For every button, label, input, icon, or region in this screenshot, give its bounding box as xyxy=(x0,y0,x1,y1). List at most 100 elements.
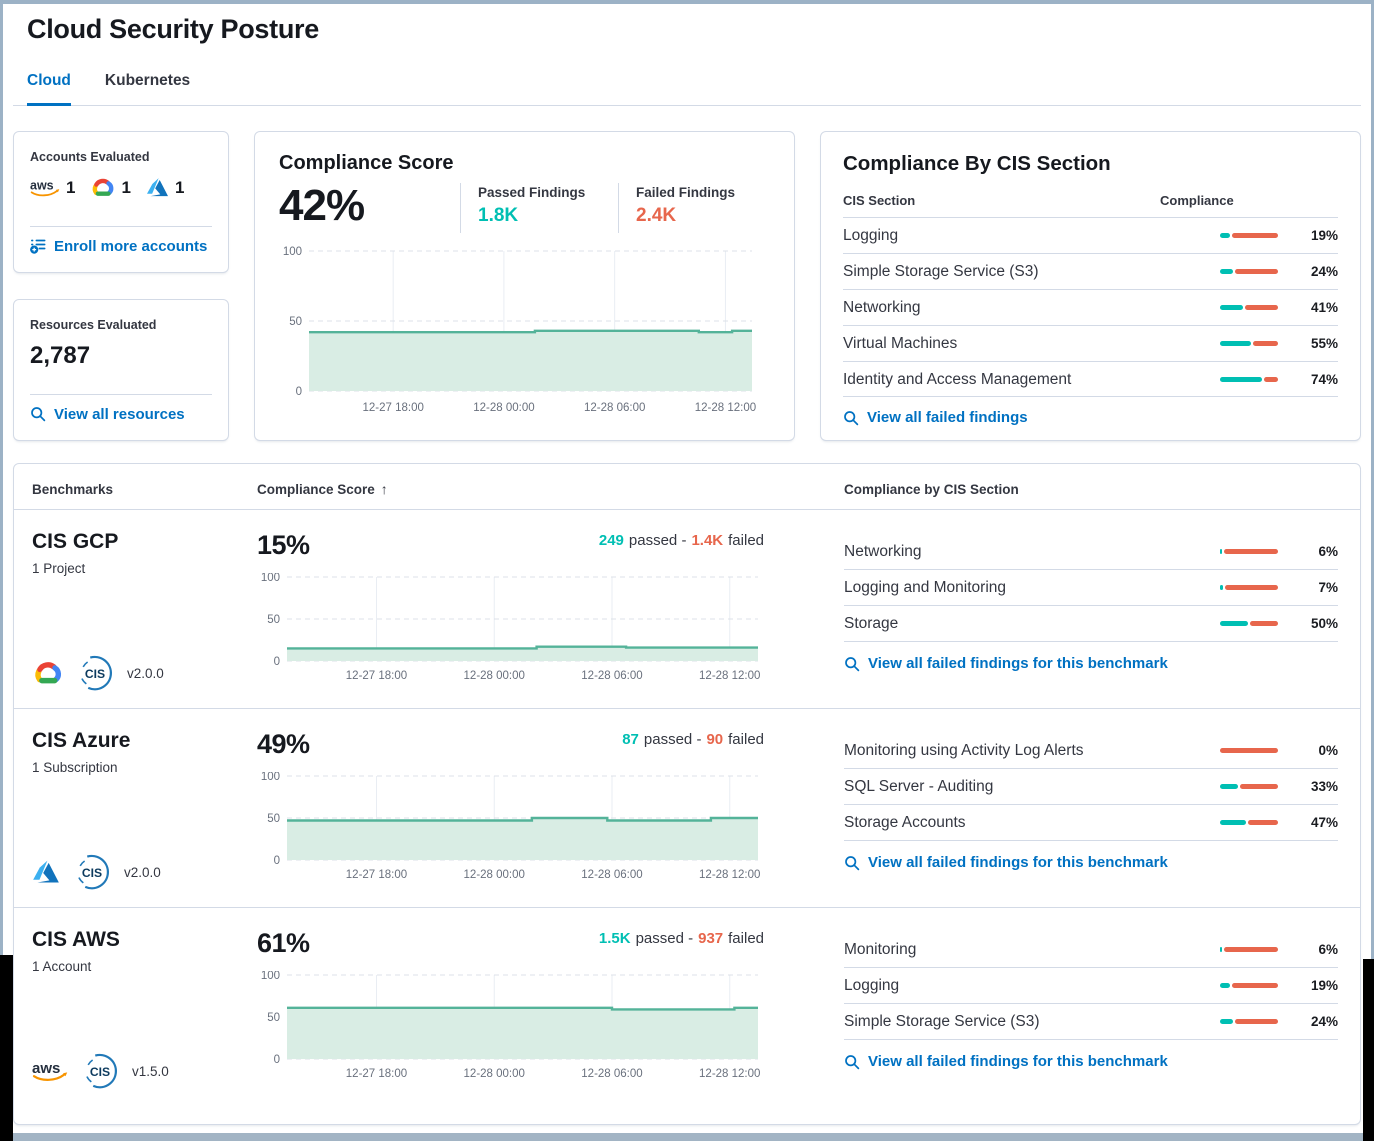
resources-evaluated-value: 2,787 xyxy=(30,342,91,369)
benchmark-subtitle: 1 Subscription xyxy=(32,760,118,775)
benchmark-trend-chart: 0 50 100 12-27 18:00 12-28 00:00 12-28 06:00 1… xyxy=(257,970,764,1088)
benchmark-section-row: Storage 50% xyxy=(844,606,1338,642)
section-name: Monitoring xyxy=(844,940,917,958)
compliance-pct: 24% xyxy=(1310,264,1338,279)
tab-kubernetes[interactable]: Kubernetes xyxy=(104,72,191,89)
svg-text:12-28 12:00: 12-28 12:00 xyxy=(699,1068,760,1080)
aws-account-count: 1 xyxy=(30,177,76,198)
svg-text:12-27 18:00: 12-27 18:00 xyxy=(346,670,407,682)
passed-findings-value: 1.8K xyxy=(478,205,519,226)
svg-text:50: 50 xyxy=(267,813,280,825)
cis-row-iam: Identity and Access Management 74% xyxy=(843,361,1338,397)
cis-logo-icon xyxy=(80,655,113,691)
passed-count: 87 xyxy=(622,731,639,748)
summary-row: Accounts Evaluated 1 1 1 xyxy=(13,131,1361,441)
svg-text:12-27 18:00: 12-27 18:00 xyxy=(346,1068,407,1080)
cis-section-column-header: CIS Section xyxy=(843,193,916,208)
compliance-bar xyxy=(1220,784,1278,789)
cis-row-name: Virtual Machines xyxy=(843,334,958,352)
benchmark-subtitle: 1 Project xyxy=(32,561,86,576)
enroll-accounts-icon xyxy=(30,238,46,254)
azure-icon xyxy=(33,860,59,883)
view-all-resources-link[interactable]: View all resources xyxy=(30,406,185,423)
svg-text:100: 100 xyxy=(261,772,280,783)
compliance-pct: 7% xyxy=(1318,580,1338,595)
svg-text:50: 50 xyxy=(267,1012,280,1024)
cis-table-header: CIS Section Compliance xyxy=(843,193,1338,217)
view-all-resources-label: View all resources xyxy=(54,405,185,423)
benchmark-section-row: Storage Accounts 47% xyxy=(844,805,1338,841)
accounts-evaluated-title: Accounts Evaluated xyxy=(30,150,150,164)
search-icon xyxy=(844,410,859,425)
search-icon xyxy=(845,656,860,671)
section-name: Networking xyxy=(844,542,922,560)
page-title: Cloud Security Posture xyxy=(27,14,319,44)
window-border-left xyxy=(0,0,3,956)
section-name: Monitoring using Activity Log Alerts xyxy=(844,741,1084,759)
compliance-bar xyxy=(1220,947,1278,952)
compliance-score-trend-chart: 0 50 100 12-27 18:00 12-28 00:00 12-28 06:00 1… xyxy=(279,245,772,422)
gcp-account-count: 1 xyxy=(90,177,131,198)
svg-text:100: 100 xyxy=(283,246,302,258)
compliance-score-column-header[interactable]: Compliance Score ↑ xyxy=(257,481,388,497)
view-all-failed-findings-label: View all failed findings xyxy=(867,409,1028,426)
passed-failed-summary: 87 passed - 90 failed xyxy=(622,731,764,748)
compliance-bar xyxy=(1220,748,1278,753)
cis-logo-icon xyxy=(77,854,110,890)
failed-count: 1.4K xyxy=(691,532,724,549)
compliance-bar xyxy=(1220,341,1278,346)
svg-text:0: 0 xyxy=(274,1054,280,1066)
section-name: Simple Storage Service (S3) xyxy=(844,1012,1040,1030)
benchmark-section-row: Networking 6% xyxy=(844,534,1338,570)
section-name: Storage Accounts xyxy=(844,813,966,831)
section-name: Logging xyxy=(844,976,900,994)
window-border-right xyxy=(1371,0,1374,960)
svg-text:50: 50 xyxy=(289,316,302,328)
svg-text:0: 0 xyxy=(296,386,302,398)
benchmark-trend-chart: 0 50 100 12-27 18:00 12-28 00:00 12-28 06:00 1… xyxy=(257,572,764,690)
cis-row-virtual-machines: Virtual Machines 55% xyxy=(843,325,1338,361)
failed-findings-label: Failed Findings xyxy=(636,185,736,200)
benchmark-section-row: Logging and Monitoring 7% xyxy=(844,570,1338,606)
compliance-pct: 41% xyxy=(1310,300,1338,315)
svg-text:12-28 06:00: 12-28 06:00 xyxy=(581,670,642,682)
svg-text:0: 0 xyxy=(274,656,280,668)
view-benchmark-findings-link[interactable]: View all failed findings for this benchm… xyxy=(844,854,1168,871)
failed-findings-stat: Failed Findings 2.4K xyxy=(618,183,754,233)
compliance-bar xyxy=(1220,233,1278,238)
benchmark-section-row: Simple Storage Service (S3) 24% xyxy=(844,1004,1338,1040)
svg-text:12-28 00:00: 12-28 00:00 xyxy=(464,1068,525,1080)
svg-text:12-28 00:00: 12-28 00:00 xyxy=(473,402,534,414)
accounts-evaluated-card: Accounts Evaluated 1 1 1 xyxy=(13,131,229,273)
benchmarks-table: Benchmarks Compliance Score ↑ Compliance … xyxy=(13,463,1361,1125)
window-border-top xyxy=(0,0,1374,4)
benchmark-version: v1.5.0 xyxy=(132,1063,169,1079)
azure-icon xyxy=(146,178,168,197)
section-name: Logging and Monitoring xyxy=(844,578,1007,596)
compliance-pct: 47% xyxy=(1310,815,1338,830)
passed-count: 1.5K xyxy=(598,930,631,947)
search-icon xyxy=(31,407,46,422)
tab-cloud[interactable]: Cloud xyxy=(27,72,71,106)
cis-row-networking: Networking 41% xyxy=(843,289,1338,325)
benchmark-version: v2.0.0 xyxy=(127,665,164,681)
resources-evaluated-title: Resources Evaluated xyxy=(30,318,157,332)
benchmark-score: 61% xyxy=(257,928,310,958)
passed-findings-label: Passed Findings xyxy=(478,185,586,200)
page: Cloud Security Posture Cloud Kubernetes … xyxy=(3,4,1371,1125)
compliance-bar xyxy=(1220,983,1278,988)
gcp-icon xyxy=(90,177,115,198)
compliance-bar xyxy=(1220,585,1278,590)
search-icon xyxy=(845,1054,860,1069)
compliance-pct: 24% xyxy=(1310,1014,1338,1029)
benchmark-name: CIS GCP xyxy=(32,530,119,553)
search-icon xyxy=(845,855,860,870)
view-benchmark-findings-link[interactable]: View all failed findings for this benchm… xyxy=(844,655,1168,672)
benchmark-score: 15% xyxy=(257,530,310,560)
compliance-pct: 0% xyxy=(1318,743,1338,758)
enroll-more-accounts-link[interactable]: Enroll more accounts xyxy=(30,238,207,255)
aws-count-value: 1 xyxy=(66,177,76,197)
view-benchmark-findings-link[interactable]: View all failed findings for this benchm… xyxy=(844,1053,1168,1070)
svg-text:12-28 06:00: 12-28 06:00 xyxy=(581,869,642,881)
view-all-failed-findings-link[interactable]: View all failed findings xyxy=(843,409,1028,426)
